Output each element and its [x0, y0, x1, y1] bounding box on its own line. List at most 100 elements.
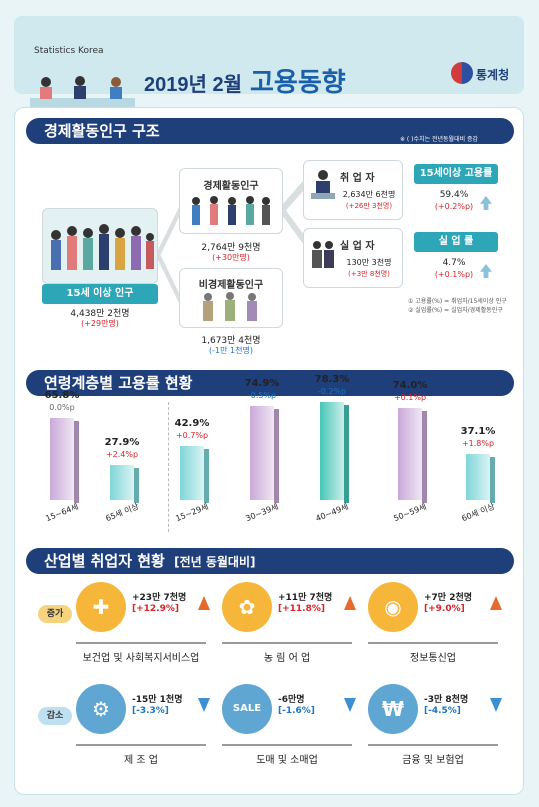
industry-name-6: 금융 및 보험업 [402, 755, 464, 766]
unemployment-rate-change: (+0.1%p) [434, 270, 474, 279]
industry-change-5: [-1.6%] [278, 706, 315, 716]
unemployed-people-icon [312, 241, 334, 268]
inactive-pop-value: 1,673만 4천명 [201, 336, 261, 346]
gear-icon-glyph: ⚙ [92, 697, 110, 721]
industry-change-4: [-3.3%] [132, 706, 169, 716]
money-icon: ₩ [368, 684, 418, 734]
active-pop-change: (+30만명) [212, 253, 250, 262]
down-arrow-icon [490, 698, 502, 712]
bar-value-label-3: 42.9% [174, 418, 210, 430]
bar-change-label-2: +2.4%p [105, 450, 139, 460]
unemployment-rate-label: 실 업 률 [414, 232, 498, 252]
employed-value: 2,634만 6천명 [342, 190, 396, 199]
brand-text: Statistics Korea [34, 46, 104, 56]
header-banner: Statistics Korea 2019년 2월 고용동향 통계청 [14, 16, 524, 108]
unemployed-change: (+3만 8천명) [348, 270, 390, 278]
active-workers-icon [192, 196, 270, 225]
down-arrow-icon [344, 698, 356, 712]
pop15-illustration-box [42, 208, 158, 284]
up-arrow-icon [344, 596, 356, 610]
up-arrow-icon [198, 596, 210, 610]
bar-value-label-4: 74.9% [244, 378, 280, 390]
employed-box: 취 업 자 2,634만 6천명 (+26만 3천명) [303, 160, 403, 220]
employed-label: 취 업 자 [340, 173, 375, 184]
section-title-industry: 산업별 취업자 현황 [전년 동월대비] [26, 548, 514, 574]
bar-change-label-6: +0.1%p [393, 392, 427, 402]
industry-underline-5 [222, 744, 352, 746]
bar-2 [110, 465, 139, 503]
active-pop-box: 경제활동인구 [179, 168, 283, 234]
bar-5 [320, 402, 349, 503]
footnote-employment-rate: ① 고용률(%) = 취업자/15세이상 인구 [408, 298, 507, 305]
bar-value-label-2: 27.9% [104, 437, 140, 449]
industry-value-3: +7만 2천명 [424, 593, 473, 603]
unemployed-value: 130만 3천명 [346, 258, 392, 267]
bar-change-label-5: -0.2%p [317, 387, 347, 397]
mouse-icon: ◉ [368, 582, 418, 632]
pop15-label: 15세 이상 인구 [42, 284, 158, 304]
sale-icon: SALE [222, 684, 272, 734]
industry-value-1: +23만 7천명 [132, 593, 187, 603]
industry-change-1: [+12.9%] [132, 604, 179, 614]
sale-icon-glyph: SALE [232, 703, 262, 714]
section-title-structure: 경제활동인구 구조 [26, 118, 514, 144]
office-workers-illustration [30, 76, 135, 108]
employment-rate-value: 59.4% [439, 190, 469, 200]
increase-label: 증가 [38, 605, 72, 623]
industry-title: 산업별 취업자 현황 [44, 552, 165, 570]
bar-change-label-1: 0.0%p [49, 402, 75, 412]
bar-value-label-1: 65.8% [44, 389, 80, 401]
employed-worker-icon [311, 170, 335, 199]
unemployed-label: 실 업 자 [340, 241, 375, 252]
up-arrow-icon [490, 596, 502, 610]
population-people-icon [51, 224, 154, 270]
industry-underline-2 [222, 642, 352, 644]
down-arrow-icon [198, 698, 210, 712]
bar-value-label-7: 37.1% [460, 425, 496, 437]
industry-value-5: -6만명 [278, 695, 305, 705]
bar-change-label-3: +0.7%p [175, 431, 209, 441]
industry-change-3: [+9.0%] [424, 604, 465, 614]
gear-icon: ⚙ [76, 684, 126, 734]
unemployed-box: 실 업 자 130만 3천명 (+3만 8천명) [303, 228, 403, 288]
industry-change-6: [-4.5%] [424, 706, 461, 716]
footnote-unemployment-rate: ② 실업률(%) = 실업자/경제활동인구 [408, 307, 503, 314]
bar-1 [50, 417, 79, 503]
industry-name-4: 제 조 업 [124, 755, 158, 766]
decrease-label: 감소 [38, 707, 72, 725]
org-logo-icon [451, 62, 473, 84]
active-pop-value: 2,764만 9천명 [201, 243, 261, 253]
farm-icon-glyph: ✿ [238, 595, 256, 619]
bar-change-label-4: -0.5%p [247, 391, 277, 401]
employment-rate-change: (+0.2%p) [434, 202, 474, 211]
industry-underline-1 [76, 642, 206, 644]
bar-3 [180, 446, 209, 503]
industry-underline-3 [368, 642, 498, 644]
pop15-value: 4,438만 2천명 [70, 309, 130, 319]
medical-icon: ✚ [76, 582, 126, 632]
org-name: 통계청 [476, 68, 510, 82]
bar-4 [250, 406, 279, 503]
industry-underline-4 [76, 744, 206, 746]
bar-value-label-5: 78.3% [314, 374, 350, 386]
industry-value-6: -3만 8천명 [424, 695, 469, 705]
medical-icon-glyph: ✚ [92, 595, 110, 619]
bar-6 [398, 407, 427, 503]
title-prefix: 2019년 2월 [144, 74, 242, 96]
unemployment-rate-value: 4.7% [442, 258, 466, 268]
structure-note: ※ ( )수치는 전년동월대비 증감 [400, 136, 479, 143]
page-title: 2019년 2월 고용동향 [144, 62, 346, 99]
industry-value-2: +11만 7천명 [278, 593, 333, 603]
industry-name-3: 정보통신업 [410, 653, 456, 664]
industry-name-1: 보건업 및 사회복지서비스업 [82, 653, 200, 664]
farm-icon: ✿ [222, 582, 272, 632]
inactive-pop-box: 비경제활동인구 [179, 268, 283, 328]
industry-title-sub: [전년 동월대비] [174, 555, 256, 569]
employed-change: (+26만 3천명) [345, 202, 393, 210]
active-pop-label: 경제활동인구 [203, 181, 259, 192]
bar-value-label-6: 74.0% [392, 379, 428, 391]
inactive-pop-label: 비경제활동인구 [198, 280, 264, 291]
mouse-icon-glyph: ◉ [384, 595, 402, 619]
bar-7 [466, 453, 495, 503]
inactive-pop-change: (-1만 1천명) [209, 346, 253, 355]
